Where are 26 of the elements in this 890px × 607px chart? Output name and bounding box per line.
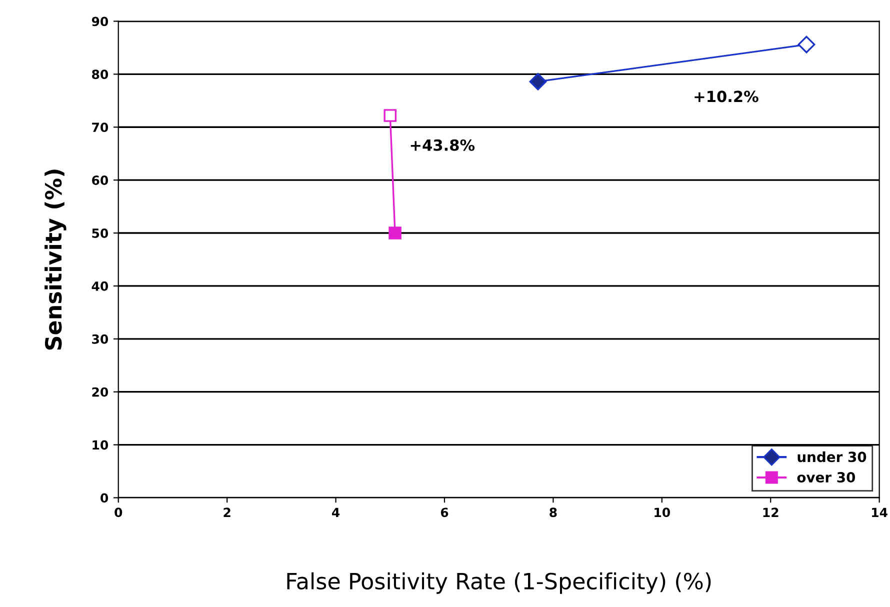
x-tick-label: 4 xyxy=(332,508,340,517)
point xyxy=(388,226,402,240)
legend-label: under 30 xyxy=(798,451,866,462)
y-axis-title: Sensitivity (%) xyxy=(44,170,66,350)
y-tick-label: 0 xyxy=(100,493,108,503)
y-tick-label: 30 xyxy=(92,334,108,344)
x-tick-label: 12 xyxy=(763,508,778,517)
annotation: +10.2% xyxy=(694,90,758,102)
y-tick-label: 20 xyxy=(92,387,108,397)
x-tick-label: 8 xyxy=(550,508,557,518)
x-tick-label: 6 xyxy=(440,508,448,518)
y-tick-label: 70 xyxy=(92,122,108,132)
y-tick-label: 50 xyxy=(92,228,108,238)
point xyxy=(529,72,547,90)
x-tick-label: 10 xyxy=(654,508,670,518)
x-tick-label: 14 xyxy=(872,508,888,517)
y-tick-label: 10 xyxy=(92,440,108,450)
annotation: +43.8% xyxy=(410,139,475,151)
x-axis-title: False Positivity Rate (1-Specificity) (%) xyxy=(287,572,711,594)
x-tick-label: 2 xyxy=(224,508,230,517)
y-tick-label: 60 xyxy=(92,176,108,186)
legend-label: over 30 xyxy=(797,472,856,483)
y-tick-label: 40 xyxy=(92,281,108,291)
x-tick-label: 0 xyxy=(114,508,122,518)
y-tick-label: 90 xyxy=(92,16,108,26)
y-tick-label: 80 xyxy=(92,70,108,80)
